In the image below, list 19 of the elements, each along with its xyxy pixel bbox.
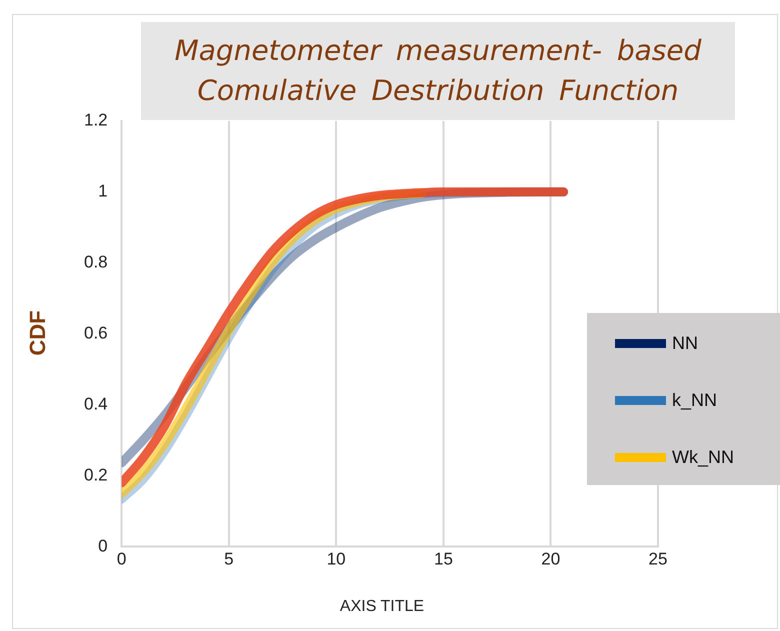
y-tick-label: 0 <box>98 536 108 556</box>
y-tick-label: 0.2 <box>84 465 108 484</box>
y-axis-title: CDF <box>25 310 51 356</box>
x-tick-label: 5 <box>224 549 234 568</box>
x-tick-label: 20 <box>541 549 560 568</box>
chart-title: Magnetometer measurement- based Comulative Destribution Function <box>141 22 735 120</box>
x-tick-label: 25 <box>648 549 668 568</box>
y-tick-label: 1.2 <box>84 110 108 130</box>
y-tick-label: 0.4 <box>84 394 108 414</box>
x-tick-label: 0 <box>116 549 126 568</box>
y-tick-label: 0.6 <box>84 323 108 342</box>
legend-label: Wk_NN <box>672 447 734 468</box>
x-axis-title: AXIS TITLE <box>340 598 424 616</box>
legend-label: k_NN <box>672 390 718 411</box>
x-tick-label: 15 <box>434 549 453 568</box>
x-tick-label: 10 <box>326 549 346 568</box>
y-tick-label: 0.8 <box>84 252 108 272</box>
y-tick-label: 1 <box>98 182 108 201</box>
legend-label: NN <box>672 333 698 354</box>
